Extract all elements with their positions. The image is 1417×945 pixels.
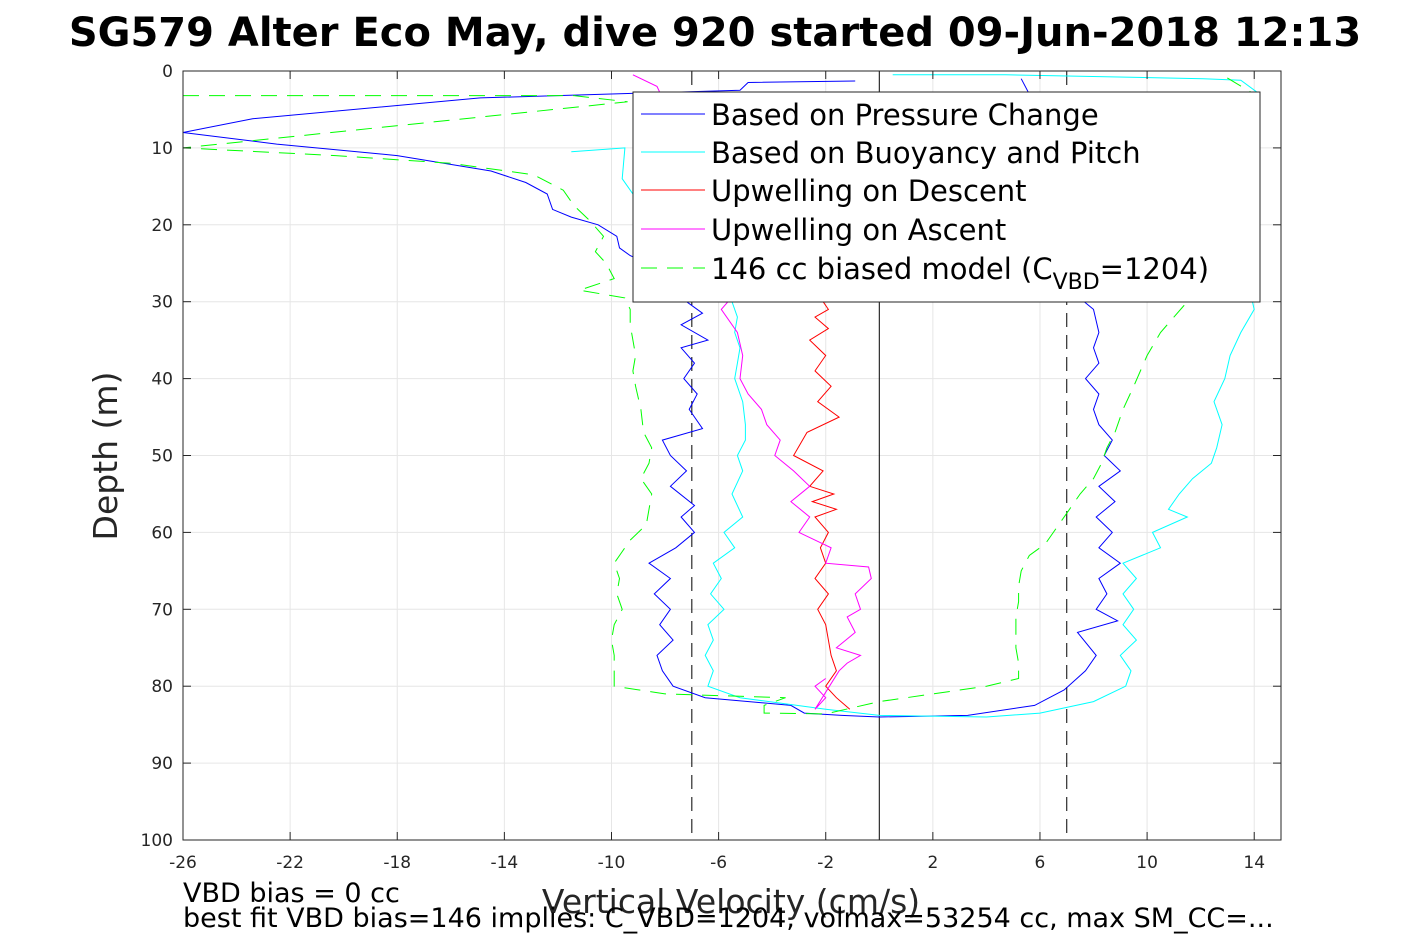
series-line-model <box>182 74 1256 715</box>
series-layer <box>182 74 1261 718</box>
y-tick-label: 60 <box>151 523 173 543</box>
y-tick-label: 100 <box>141 831 173 851</box>
x-tick-label: -14 <box>490 853 518 873</box>
x-tick-label: -2 <box>817 853 834 873</box>
x-tick-label: -22 <box>276 853 304 873</box>
x-tick-label: -6 <box>710 853 727 873</box>
legend-label-model-main: 146 cc biased model (C <box>711 252 1053 286</box>
legend-label-model-sub: VBD <box>1053 270 1100 295</box>
legend-label-model: 146 cc biased model (CVBD=1204) <box>711 252 1209 295</box>
y-tick-label: 0 <box>162 62 173 82</box>
x-tick-label: 6 <box>1035 853 1046 873</box>
y-tick-label: 20 <box>151 216 173 236</box>
x-axis-ticks: -26 -22 -18 -14 -10 -6 -2 2 6 10 14 <box>169 71 1265 873</box>
y-axis-label: Depth (m) <box>86 372 125 541</box>
legend-box <box>632 91 1261 303</box>
x-axis-label: Vertical Velocity (cm/s) <box>542 882 920 921</box>
legend-label-up-descent: Upwelling on Descent <box>711 174 1027 208</box>
series-line-pressure <box>182 78 1122 718</box>
y-tick-label: 40 <box>151 370 173 390</box>
legend-label-pressure: Based on Pressure Change <box>711 98 1099 132</box>
vbd-bias-note: VBD bias = 0 cc <box>183 878 400 909</box>
x-tick-label: 2 <box>927 853 938 873</box>
legend-label-model-tail: =1204) <box>1100 252 1209 286</box>
series-line-buoyancy <box>571 74 1261 718</box>
x-tick-label: -26 <box>169 853 197 873</box>
y-tick-label: 90 <box>151 754 173 774</box>
y-tick-label: 70 <box>151 600 173 620</box>
y-tick-label: 80 <box>151 677 173 697</box>
y-tick-label: 30 <box>151 293 173 313</box>
chart-title: SG579 Alter Eco May, dive 920 started 09… <box>69 10 1361 56</box>
x-tick-label: -10 <box>598 853 626 873</box>
y-tick-label: 50 <box>151 447 173 467</box>
y-axis-ticks: 0 10 20 30 40 50 60 70 80 90 100 <box>141 62 1281 851</box>
legend: Based on Pressure Change Based on Buoyan… <box>632 91 1261 303</box>
x-tick-label: 14 <box>1243 853 1265 873</box>
legend-label-buoyancy: Based on Buoyancy and Pitch <box>711 136 1141 170</box>
x-tick-label: 10 <box>1136 853 1158 873</box>
series-line-up_descent <box>792 301 851 710</box>
best-fit-note: best fit VBD bias=146 implies: C_VBD=120… <box>183 903 1274 934</box>
y-tick-label: 10 <box>151 139 173 159</box>
x-tick-label: -18 <box>383 853 411 873</box>
legend-label-up-ascent: Upwelling on Ascent <box>711 213 1006 247</box>
